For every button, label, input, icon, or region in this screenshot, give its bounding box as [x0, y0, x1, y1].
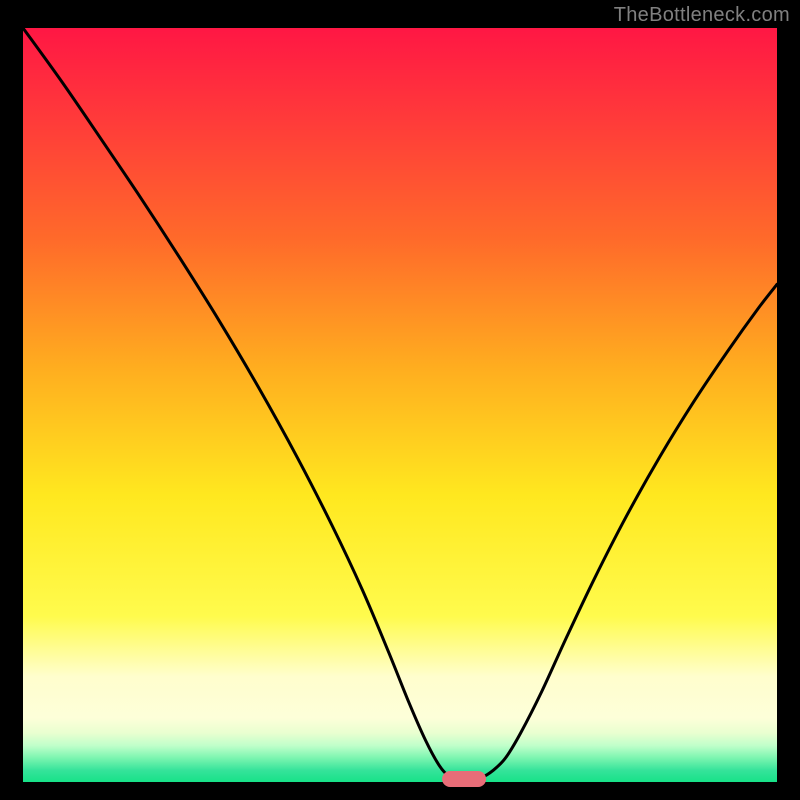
bottleneck-chart [0, 0, 800, 800]
plot-background [23, 28, 777, 782]
watermark-label: TheBottleneck.com [614, 4, 790, 27]
chart-container: { "watermark": { "text": "TheBottleneck.… [0, 0, 800, 800]
bottleneck-marker [442, 771, 486, 787]
